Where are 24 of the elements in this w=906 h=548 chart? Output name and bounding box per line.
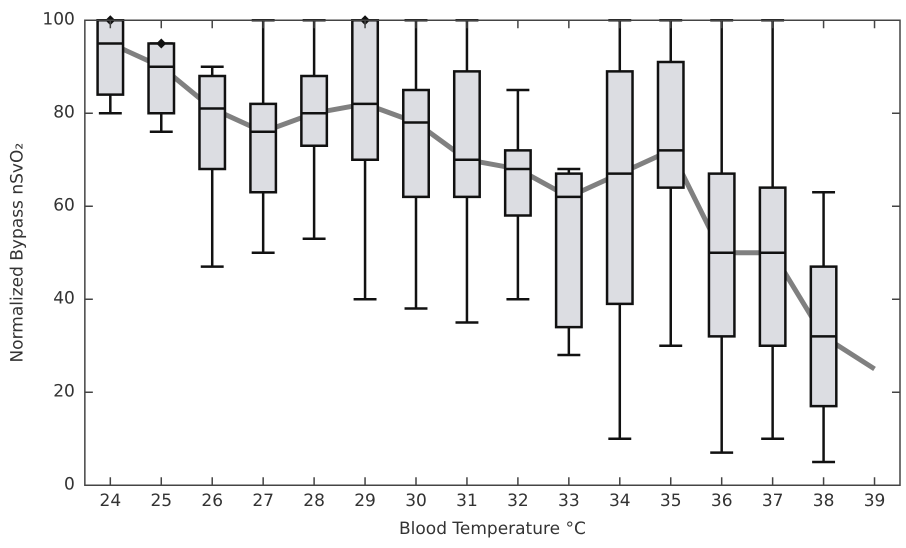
y-tick-label: 40 <box>53 288 75 309</box>
x-tick-label: 26 <box>201 490 224 511</box>
y-tick-label: 20 <box>53 382 75 402</box>
x-axis-title: Blood Temperature °C <box>399 519 586 540</box>
y-tick-label: 80 <box>53 102 75 123</box>
x-tick-label: 31 <box>456 490 478 511</box>
x-tick-label: 39 <box>864 490 886 511</box>
y-tick-label: 0 <box>64 474 75 495</box>
x-tick-label: 33 <box>558 490 580 511</box>
y-axis-title: Normalized Bypass nSvO₂ <box>8 142 28 363</box>
x-tick-label: 27 <box>252 490 274 511</box>
x-tick-label: 34 <box>608 490 631 511</box>
x-tick-label: 38 <box>812 490 834 511</box>
x-tick-label: 35 <box>660 490 682 511</box>
x-tick-label: 37 <box>762 490 784 511</box>
x-tick-label: 30 <box>405 490 427 511</box>
y-tick-label: 60 <box>53 196 75 216</box>
x-tick-label: 28 <box>303 490 325 511</box>
x-tick-label: 29 <box>354 490 376 511</box>
x-tick-label: 24 <box>100 490 122 511</box>
x-tick-label: 25 <box>150 490 172 511</box>
x-tick-label: 36 <box>710 490 733 511</box>
x-tick-label: 32 <box>507 490 529 511</box>
y-tick-label: 100 <box>42 10 75 30</box>
